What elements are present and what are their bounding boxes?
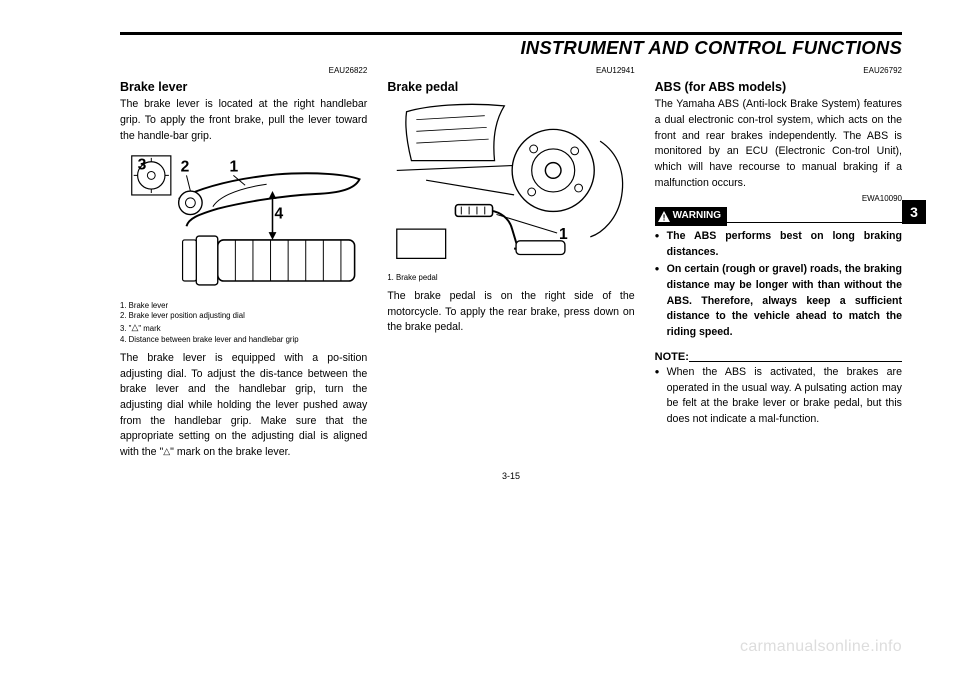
warning-list: The ABS performs best on long braking di… bbox=[655, 229, 902, 341]
brake-pedal-text: The brake pedal is on the right side of … bbox=[387, 289, 634, 336]
fig2-caption-1: 1. Brake pedal bbox=[387, 273, 634, 284]
column-2: EAU12941 Brake pedal bbox=[387, 65, 634, 461]
note-heading: NOTE: bbox=[655, 349, 902, 365]
ref-code: EAU12941 bbox=[387, 65, 634, 77]
manual-page: INSTRUMENT AND CONTROL FUNCTIONS EAU2682… bbox=[0, 0, 960, 678]
note-label: NOTE: bbox=[655, 349, 689, 365]
ref-code: EAU26822 bbox=[120, 65, 367, 77]
watermark-text: carmanualsonline.info bbox=[740, 638, 902, 656]
svg-text:!: ! bbox=[662, 213, 665, 222]
fig1-caption-2: 2. Brake lever position adjusting dial bbox=[120, 311, 367, 322]
section-title-abs: ABS (for ABS models) bbox=[655, 78, 902, 97]
chapter-tab: 3 bbox=[902, 200, 926, 224]
fig1-caption-3: 3. "△" mark bbox=[120, 322, 367, 335]
warning-item-1: The ABS performs best on long braking di… bbox=[655, 229, 902, 260]
svg-text:3: 3 bbox=[138, 157, 147, 174]
fig1-caption-1: 1. Brake lever bbox=[120, 301, 367, 312]
note-item-1: When the ABS is activated, the brakes ar… bbox=[655, 365, 902, 428]
column-3: EAU26792 ABS (for ABS models) The Yamaha… bbox=[655, 65, 902, 461]
note-list: When the ABS is activated, the brakes ar… bbox=[655, 365, 902, 428]
triangle-mark-icon: △ bbox=[163, 446, 170, 456]
brake-lever-illustration: 1 2 3 4 bbox=[120, 150, 367, 297]
ref-code: EAU26792 bbox=[655, 65, 902, 77]
warn-ref-code: EWA10090 bbox=[655, 193, 902, 205]
header-rule bbox=[120, 32, 902, 35]
page-header-title: INSTRUMENT AND CONTROL FUNCTIONS bbox=[120, 37, 902, 59]
figure-brake-lever: 1 2 3 4 bbox=[120, 150, 367, 297]
warning-item-2: On certain (rough or gravel) roads, the … bbox=[655, 262, 902, 340]
section-title-brake-lever: Brake lever bbox=[120, 78, 367, 97]
brake-lever-detail: The brake lever is equipped with a po-si… bbox=[120, 351, 367, 461]
fig1-caption-4: 4. Distance between brake lever and hand… bbox=[120, 335, 367, 346]
warning-heading: ! WARNING bbox=[655, 207, 902, 226]
brake-pedal-illustration: 1 bbox=[387, 102, 634, 268]
svg-text:1: 1 bbox=[229, 159, 238, 176]
note-rule bbox=[689, 361, 902, 362]
page-number: 3-15 bbox=[120, 471, 902, 481]
svg-text:2: 2 bbox=[181, 159, 190, 176]
column-1: EAU26822 Brake lever The brake lever is … bbox=[120, 65, 367, 461]
triangle-mark-icon: △ bbox=[131, 322, 138, 332]
warning-label-text: WARNING bbox=[673, 209, 721, 224]
abs-intro: The Yamaha ABS (Anti-lock Brake System) … bbox=[655, 97, 902, 191]
brake-lever-intro: The brake lever is located at the right … bbox=[120, 97, 367, 144]
warning-rule bbox=[727, 222, 902, 223]
warning-triangle-icon: ! bbox=[658, 211, 670, 222]
section-title-brake-pedal: Brake pedal bbox=[387, 78, 634, 97]
figure-brake-pedal: 1 bbox=[387, 102, 634, 268]
svg-text:1: 1 bbox=[559, 226, 568, 243]
svg-text:4: 4 bbox=[274, 206, 283, 223]
content-columns: EAU26822 Brake lever The brake lever is … bbox=[120, 65, 902, 461]
warning-label: ! WARNING bbox=[655, 207, 727, 226]
